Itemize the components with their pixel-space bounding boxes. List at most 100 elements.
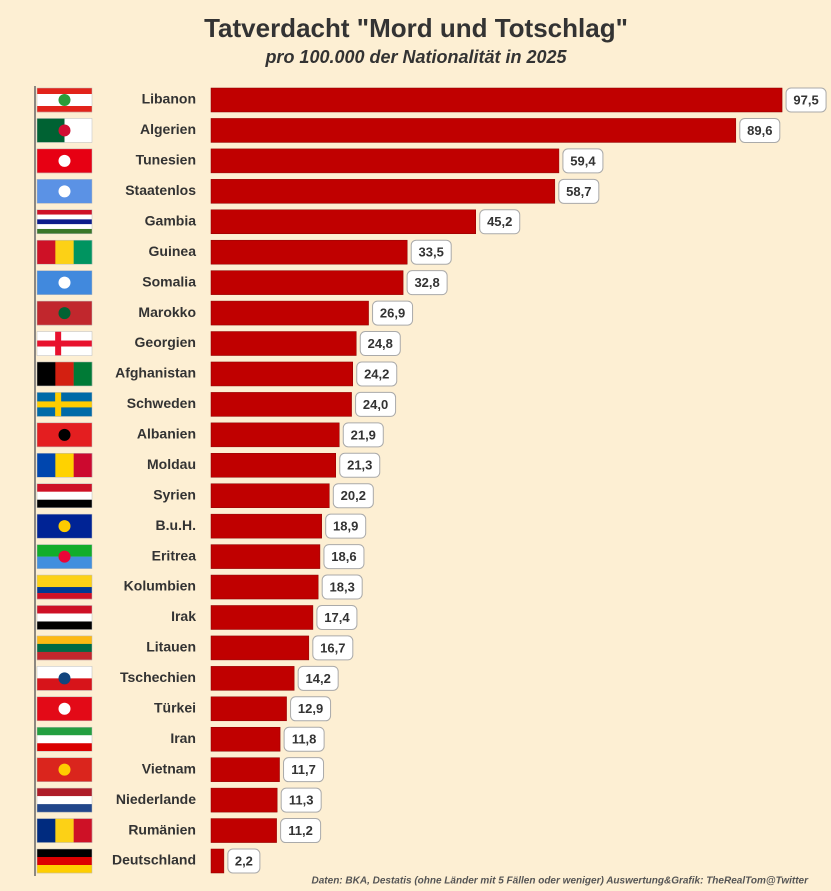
y-tick-label: Deutschland xyxy=(112,852,196,868)
flag-stripe xyxy=(37,575,92,582)
value-label-box xyxy=(342,422,384,448)
y-tick-label: Somalia xyxy=(142,273,196,289)
flag-stripe xyxy=(37,643,92,653)
flag-stripe xyxy=(55,453,74,478)
y-tick-label: Staatenlos xyxy=(125,182,196,198)
flag-stripe xyxy=(73,818,93,843)
bar xyxy=(210,392,352,417)
bar xyxy=(210,331,357,356)
flag-border xyxy=(36,331,93,356)
y-tick-label: B.u.H. xyxy=(156,517,196,533)
flag-stripe xyxy=(37,240,56,265)
flag-stripe xyxy=(37,88,92,95)
value-label: 24,8 xyxy=(368,336,393,351)
flag-border xyxy=(36,300,93,326)
flag-emblem xyxy=(58,550,71,563)
flag-cross xyxy=(37,340,92,347)
bar xyxy=(210,726,281,752)
y-tick-label: Marokko xyxy=(138,304,196,320)
bar xyxy=(210,270,404,295)
flag-cross xyxy=(37,401,92,408)
value-label: 20,2 xyxy=(341,488,366,503)
value-label-box xyxy=(339,452,381,478)
flag-border xyxy=(36,422,93,448)
flag-border xyxy=(36,87,93,113)
y-tick-label: Eritrea xyxy=(152,547,197,563)
value-label-box xyxy=(356,361,398,387)
value-label-box xyxy=(290,696,332,722)
flag-stripe xyxy=(37,635,92,645)
flag-stripe xyxy=(37,483,92,492)
y-tick-label: Libanon xyxy=(142,91,196,107)
value-label-box xyxy=(355,391,397,417)
flag-stripe xyxy=(37,727,92,736)
y-tick-label: Türkei xyxy=(154,700,196,716)
value-label: 21,3 xyxy=(347,458,372,473)
value-label: 18,9 xyxy=(333,519,358,534)
bar xyxy=(210,483,330,508)
flag-stripe xyxy=(37,106,92,113)
flag-border xyxy=(36,574,93,600)
flag-stripe xyxy=(37,581,92,588)
value-label-box xyxy=(280,787,322,813)
flag-stripe xyxy=(37,818,56,843)
flag-stripe xyxy=(37,214,92,220)
flag-emblem xyxy=(58,672,71,685)
bar xyxy=(210,696,287,722)
flag-stripe xyxy=(73,240,93,265)
bar xyxy=(210,87,783,113)
bar xyxy=(210,666,295,691)
bar xyxy=(210,848,225,874)
value-label: 89,6 xyxy=(747,123,772,138)
flag-emblem xyxy=(58,307,71,320)
value-label-box xyxy=(283,757,325,783)
bar xyxy=(210,300,369,326)
flag-border xyxy=(36,818,93,843)
bar xyxy=(210,148,560,174)
value-label-box xyxy=(332,483,374,509)
value-label: 59,4 xyxy=(570,153,596,168)
y-tick-label: Tunesien xyxy=(136,152,196,168)
flag-stripe xyxy=(37,361,56,386)
value-label: 16,7 xyxy=(320,640,345,655)
y-tick-label: Georgien xyxy=(135,334,196,350)
flag-border xyxy=(36,787,93,813)
value-label-box xyxy=(785,87,827,113)
bar xyxy=(210,361,353,387)
value-label: 24,0 xyxy=(363,397,388,412)
flag-stripe xyxy=(37,788,92,797)
y-tick-label: Tschechien xyxy=(120,669,196,685)
flag-stripe xyxy=(37,499,92,508)
value-label-box xyxy=(372,300,414,326)
flag-stripe xyxy=(55,240,74,265)
flag-border xyxy=(36,666,93,691)
value-label: 12,9 xyxy=(298,701,323,716)
value-label: 11,3 xyxy=(289,793,314,808)
value-label: 17,4 xyxy=(324,610,350,625)
bar xyxy=(210,635,310,661)
flag-stripe xyxy=(37,219,92,225)
bar xyxy=(210,179,556,204)
flag-stripe xyxy=(37,857,92,866)
flag-stripe xyxy=(37,224,92,230)
flag-border xyxy=(36,696,93,722)
flag-stripe xyxy=(55,818,74,843)
y-tick-label: Syrien xyxy=(153,486,196,502)
flag-stripe xyxy=(37,678,92,691)
y-tick-label: Schweden xyxy=(127,395,196,411)
value-label: 11,2 xyxy=(288,823,313,838)
y-tick-label: Vietnam xyxy=(142,760,196,776)
flag-border xyxy=(36,635,93,661)
value-label-box xyxy=(325,513,367,539)
bar xyxy=(210,787,278,813)
chart-subtitle: pro 100.000 der Nationalität in 2025 xyxy=(264,47,567,67)
y-tick-label: Kolumbien xyxy=(124,578,196,594)
value-label-box xyxy=(406,270,448,296)
value-label-box xyxy=(558,178,600,204)
value-label: 21,9 xyxy=(351,427,376,442)
value-label-box xyxy=(321,574,363,600)
value-label: 18,3 xyxy=(330,579,355,594)
value-label: 24,2 xyxy=(364,366,389,381)
bar xyxy=(210,209,476,235)
